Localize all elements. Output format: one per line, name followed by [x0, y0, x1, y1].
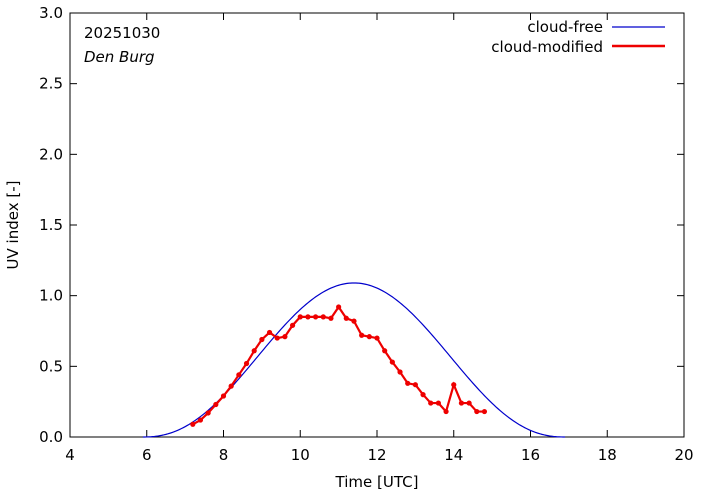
- y-tick-label: 2.0: [39, 145, 63, 163]
- cloud-modified-point: [435, 400, 441, 406]
- cloud-modified-point: [220, 393, 227, 399]
- x-tick-label: 18: [598, 446, 617, 464]
- cloud-modified-point: [420, 392, 426, 398]
- x-tick-label: 20: [674, 446, 693, 464]
- cloud-modified-point: [343, 315, 349, 321]
- cloud-modified-point: [190, 421, 196, 427]
- cloud-modified-point: [328, 315, 334, 321]
- cloud-modified-point: [412, 382, 418, 388]
- cloud-modified-point: [305, 314, 311, 320]
- cloud-modified-point: [243, 360, 250, 367]
- cloud-modified-point: [451, 382, 457, 388]
- cloud-modified-point: [266, 329, 273, 336]
- cloud-modified-point: [359, 332, 365, 338]
- cloud-modified-point: [481, 408, 488, 415]
- x-tick-label: 16: [521, 446, 540, 464]
- cloud-modified-point: [259, 336, 265, 343]
- cloud-modified-point: [366, 334, 372, 340]
- x-tick-label: 8: [219, 446, 229, 464]
- cloud-modified-point: [213, 401, 219, 408]
- legend-label-cloud-modified: cloud-modified: [491, 38, 603, 56]
- cloud-modified-point: [313, 314, 319, 320]
- cloud-modified-point: [389, 359, 395, 365]
- cloud-modified-point: [282, 334, 288, 340]
- cloud-modified-point: [374, 335, 380, 341]
- cloud-modified-point: [228, 383, 234, 389]
- cloud-modified-point: [274, 335, 280, 341]
- x-tick-label: 6: [142, 446, 152, 464]
- cloud-modified-point: [320, 314, 326, 320]
- y-tick-label: 0.0: [39, 428, 63, 446]
- cloud-modified-point: [289, 322, 296, 328]
- cloud-modified-point: [458, 400, 465, 406]
- cloud-modified-point: [297, 314, 303, 320]
- x-tick-label: 4: [65, 446, 75, 464]
- cloud-modified-point: [474, 408, 480, 415]
- x-axis-title: Time [UTC]: [335, 473, 419, 491]
- cloud-modified-point: [351, 318, 357, 324]
- cloud-modified-point: [336, 304, 342, 310]
- x-tick-label: 10: [291, 446, 310, 464]
- date-annotation: 20251030: [84, 24, 160, 42]
- x-tick-label: 12: [367, 446, 386, 464]
- legend-label-cloud-free: cloud-free: [527, 18, 603, 36]
- y-tick-label: 2.5: [39, 75, 63, 93]
- cloud-modified-point: [443, 408, 449, 415]
- cloud-modified-point: [205, 410, 211, 416]
- cloud-modified-point: [397, 369, 403, 375]
- y-tick-label: 0.5: [39, 357, 63, 375]
- cloud-modified-point: [466, 400, 472, 406]
- y-axis-title: UV index [-]: [4, 181, 22, 270]
- cloud-modified-point: [197, 417, 204, 423]
- legend: cloud-free cloud-modified: [491, 18, 665, 56]
- x-tick-label: 14: [444, 446, 463, 464]
- cloud-modified-point: [251, 348, 257, 354]
- cloud-modified-point: [382, 348, 388, 354]
- y-tick-label: 1.0: [39, 287, 63, 305]
- location-annotation: Den Burg: [84, 48, 155, 66]
- cloud-modified-point: [405, 380, 411, 386]
- plot-area: [69, 12, 685, 438]
- y-tick-label: 3.0: [39, 4, 63, 22]
- cloud-modified-point: [428, 400, 434, 406]
- series-line-cloud-modified: [192, 305, 485, 426]
- y-tick-label: 1.5: [39, 216, 63, 234]
- cloud-modified-point: [236, 372, 242, 378]
